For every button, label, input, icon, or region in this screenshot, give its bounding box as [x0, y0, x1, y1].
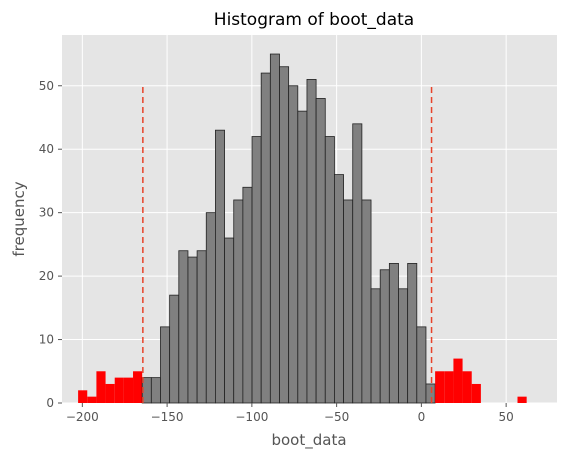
x-tick-label: −200 — [66, 410, 99, 424]
histogram-bar — [425, 383, 436, 404]
histogram-bar — [215, 129, 225, 404]
histogram-bar — [160, 326, 171, 404]
histogram-bar — [388, 263, 399, 404]
x-ticks: −200 −150 −100 −50 0 50 — [66, 403, 514, 424]
tail-bar — [96, 371, 106, 403]
tail-bar — [78, 390, 88, 403]
ci-lines — [142, 85, 433, 403]
x-tick-label: 0 — [418, 410, 426, 424]
histogram-bar — [224, 237, 235, 404]
y-tick-label: 20 — [39, 269, 54, 283]
y-axis-label: frequency — [10, 181, 28, 256]
x-axis-label: boot_data — [271, 431, 346, 450]
histogram-bar — [398, 288, 409, 404]
histogram-bar — [334, 174, 344, 404]
tail-bar — [462, 371, 472, 403]
tail-bar — [114, 377, 124, 403]
y-tick-label: 50 — [39, 79, 54, 93]
y-tick-label: 40 — [39, 142, 54, 156]
y-ticks: 0 10 20 30 40 50 — [39, 79, 62, 410]
tail-bar — [105, 383, 115, 403]
x-tick-label: −100 — [235, 410, 268, 424]
tail-bar — [123, 377, 134, 403]
tail-bar — [133, 371, 143, 403]
histogram-bar — [343, 199, 354, 404]
histogram-bar — [370, 288, 381, 404]
histogram-bar — [352, 123, 363, 404]
tail-bar — [453, 358, 463, 403]
tail-bar — [517, 396, 527, 403]
histogram-bar — [269, 53, 280, 404]
chart-title: Histogram of boot_data — [214, 10, 414, 30]
x-tick-label: −50 — [324, 410, 349, 424]
x-tick-label: −150 — [151, 410, 184, 424]
x-tick-label: 50 — [499, 410, 514, 424]
histogram-bar — [297, 110, 308, 404]
histogram-bar — [150, 377, 161, 404]
histogram-bar — [169, 294, 180, 404]
histogram-bar — [279, 66, 290, 404]
histogram-bar — [187, 256, 198, 404]
histogram-bar — [196, 250, 207, 404]
histogram-bar — [233, 199, 244, 404]
histogram-bar — [416, 326, 427, 404]
histogram-bar — [306, 79, 317, 404]
histogram-bar — [205, 212, 216, 404]
histogram-bar — [251, 136, 262, 404]
tail-bar — [87, 396, 97, 403]
y-tick-label: 0 — [46, 396, 54, 410]
histogram-bar — [260, 72, 271, 404]
tail-bar — [471, 383, 481, 403]
bars — [78, 53, 527, 404]
tail-bar — [435, 371, 445, 403]
tail-bar — [444, 371, 454, 403]
histogram-bar — [379, 269, 390, 404]
histogram-bar — [315, 98, 326, 404]
histogram-bar — [324, 136, 335, 404]
y-tick-label: 30 — [39, 206, 54, 220]
histogram-bar — [407, 263, 418, 404]
histogram-bar — [242, 186, 253, 404]
histogram-bar — [178, 250, 189, 404]
histogram-bar — [361, 199, 372, 404]
y-tick-label: 10 — [39, 333, 54, 347]
histogram-bar — [288, 85, 299, 404]
